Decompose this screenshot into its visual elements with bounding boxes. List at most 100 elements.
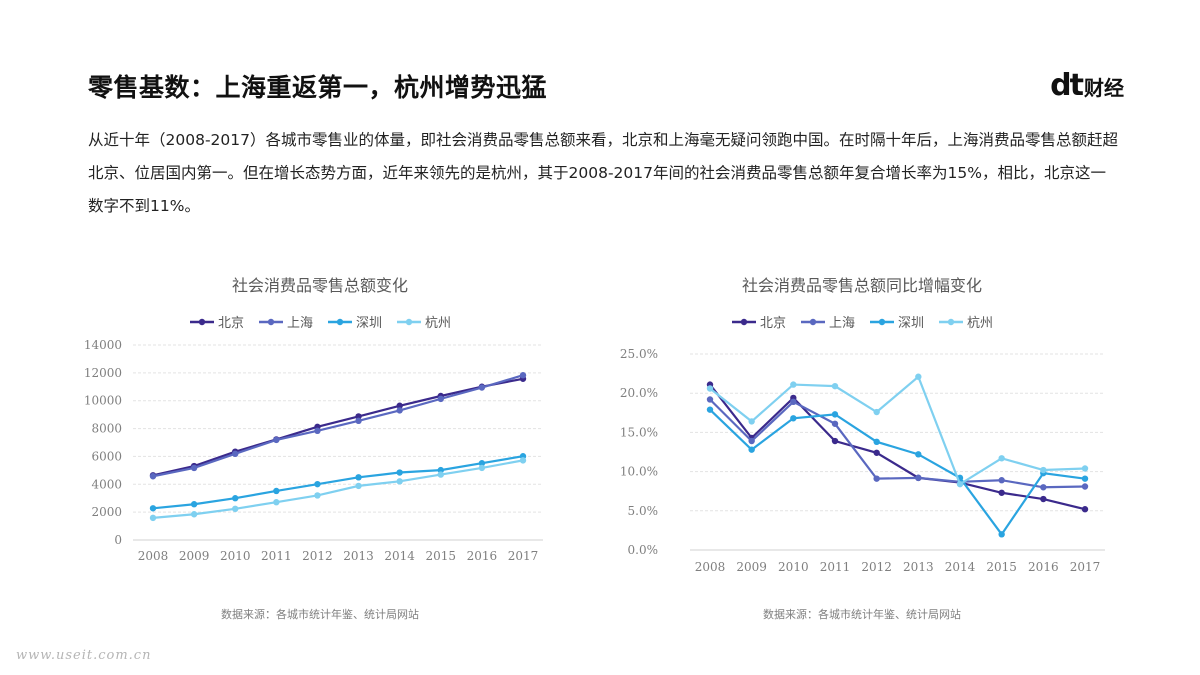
y-tick-label: 15.0% (620, 425, 658, 439)
data-point (273, 487, 280, 495)
data-point (190, 501, 198, 508)
data-point (998, 489, 1005, 496)
legend-entry: 深圳 (327, 312, 382, 331)
data-point (355, 474, 362, 481)
data-point (706, 396, 714, 403)
x-tick-label: 2009 (736, 560, 767, 574)
data-point (314, 492, 321, 499)
legend-swatch (328, 318, 352, 325)
y-tick-label: 10000 (84, 394, 122, 408)
y-tick-label: 4000 (91, 477, 122, 491)
data-point (1081, 483, 1089, 490)
x-tick-label: 2009 (179, 549, 210, 563)
y-tick-label: 12000 (84, 366, 122, 380)
chart-legend: 北京 上海 深圳 杭州 (612, 312, 1112, 331)
legend-swatch (397, 318, 422, 325)
series-line-杭州 (709, 374, 1086, 486)
data-point (355, 417, 362, 425)
x-tick-label: 2015 (426, 549, 457, 563)
data-point (873, 408, 880, 416)
data-point (190, 511, 198, 518)
legend-entry: 北京 (189, 312, 244, 331)
data-point (998, 455, 1005, 462)
data-point (748, 418, 755, 425)
data-point (998, 477, 1005, 484)
x-tick-label: 2014 (384, 549, 415, 563)
x-tick-label: 2017 (1070, 560, 1101, 574)
x-tick-label: 2010 (220, 549, 251, 563)
legend-label: 杭州 (425, 316, 452, 331)
data-point (437, 471, 444, 478)
data-point (1081, 465, 1089, 472)
data-point (149, 505, 157, 512)
legend-label: 杭州 (967, 316, 994, 331)
x-tick-label: 2016 (1028, 560, 1059, 574)
x-tick-label: 2013 (343, 549, 374, 563)
data-point (396, 402, 403, 409)
y-tick-label: 8000 (91, 422, 122, 436)
y-tick-label: 14000 (84, 338, 122, 352)
data-point (748, 446, 755, 453)
chart-title: 社会消费品零售总额同比增幅变化 (741, 276, 982, 295)
series-line-北京 (709, 383, 1086, 511)
legend-label: 深圳 (898, 316, 925, 331)
data-point (790, 381, 797, 388)
legend-swatch (939, 318, 964, 325)
data-point (1040, 466, 1047, 474)
data-point (831, 411, 839, 418)
x-tick-label: 2014 (945, 560, 976, 574)
chart-legend: 北京 上海 深圳 杭州 (80, 312, 560, 331)
chart-source: 数据来源：各城市统计年鉴、统计局网站 (221, 608, 419, 621)
data-point (232, 495, 239, 502)
chart-plot-area: 0.0% 5.0% 10.0% 15.0% 20.0% 25.0% 2008 2009 2010… (620, 347, 1105, 574)
x-tick-label: 2015 (986, 560, 1017, 574)
data-point (1081, 506, 1089, 513)
brand-mark: dt (1050, 68, 1084, 103)
legend-entry: 北京 (731, 312, 786, 331)
series-line-北京 (152, 377, 524, 477)
y-tick-label: 25.0% (620, 347, 658, 361)
footer-watermark: www.useit.com.cn (16, 648, 152, 663)
data-point (915, 451, 922, 458)
data-point (478, 464, 486, 472)
data-point (232, 450, 239, 458)
data-point (314, 480, 321, 488)
series-line-上海 (709, 398, 1086, 489)
legend-swatch (731, 318, 756, 325)
y-tick-label: 0.0% (628, 543, 659, 557)
data-point (706, 385, 714, 392)
data-point (998, 531, 1005, 538)
x-tick-label: 2010 (778, 560, 809, 574)
data-point (873, 449, 880, 456)
series-line-上海 (152, 374, 524, 478)
legend-swatch (800, 318, 825, 325)
data-point (232, 505, 239, 512)
data-point (915, 474, 922, 482)
legend-label: 北京 (759, 316, 786, 331)
legend-entry: 上海 (800, 312, 855, 331)
legend-entry: 杭州 (396, 312, 451, 331)
y-tick-label: 0 (114, 533, 122, 547)
data-point (437, 395, 444, 403)
x-tick-label: 2013 (903, 560, 934, 574)
legend-label: 上海 (828, 316, 855, 331)
x-tick-label: 2017 (508, 549, 539, 563)
data-point (437, 466, 444, 474)
intro-paragraph: 从近十年（2008-2017）各城市零售业的体量，即社会消费品零售总额来看，北京… (88, 131, 1118, 215)
y-tick-label: 2000 (91, 505, 122, 519)
chart-yoy-growth: 社会消费品零售总额同比增幅变化 北京 上海 深圳 杭州 0.0% 5.0% 10.0% 15… (612, 262, 1112, 632)
data-point (1081, 475, 1089, 482)
legend-entry: 上海 (258, 312, 313, 331)
data-point (790, 398, 797, 406)
data-point (831, 382, 839, 390)
x-tick-label: 2008 (138, 549, 169, 563)
legend-entry: 杭州 (938, 312, 993, 331)
data-point (956, 480, 964, 488)
legend-swatch (189, 318, 214, 325)
y-tick-label: 20.0% (620, 386, 658, 400)
data-point (149, 473, 157, 480)
chart-source: 数据来源：各城市统计年鉴、统计局网站 (763, 608, 961, 621)
data-point (190, 464, 198, 472)
data-point (831, 437, 839, 445)
legend-swatch (258, 318, 283, 325)
